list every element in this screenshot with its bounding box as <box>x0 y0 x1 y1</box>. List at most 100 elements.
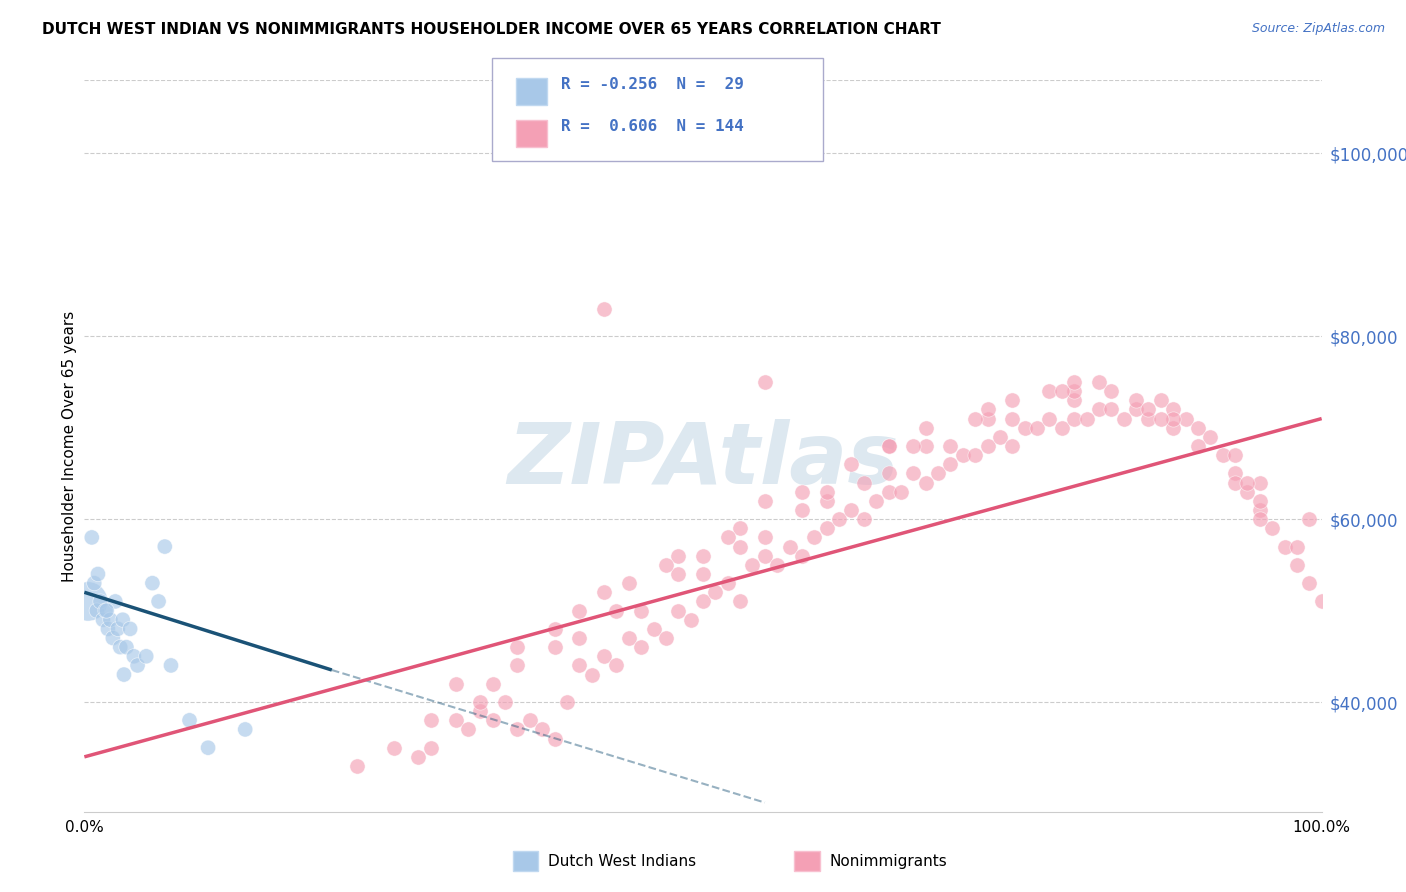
Point <box>1310 594 1333 608</box>
Point <box>543 640 565 655</box>
Point <box>988 430 1011 444</box>
Point <box>593 301 616 316</box>
Point <box>382 740 405 755</box>
Point <box>87 567 110 582</box>
Point <box>903 467 925 481</box>
Point <box>1038 411 1060 425</box>
Point <box>115 640 138 655</box>
Point <box>1099 402 1122 417</box>
Point <box>179 714 201 728</box>
Point <box>655 631 678 645</box>
Point <box>1063 375 1085 389</box>
Point <box>419 740 441 755</box>
Point <box>160 658 183 673</box>
Point <box>1063 411 1085 425</box>
Point <box>692 549 714 563</box>
Point <box>593 585 616 599</box>
Point <box>444 676 467 690</box>
Point <box>1076 411 1098 425</box>
Point <box>779 540 801 554</box>
Point <box>481 676 503 690</box>
Point <box>1174 411 1197 425</box>
Text: Source: ZipAtlas.com: Source: ZipAtlas.com <box>1251 22 1385 36</box>
Point <box>89 594 111 608</box>
Point <box>1112 411 1135 425</box>
Point <box>754 375 776 389</box>
Point <box>728 521 751 535</box>
Point <box>617 576 640 591</box>
Point <box>112 667 135 681</box>
Point <box>841 458 863 472</box>
Point <box>630 604 652 618</box>
Point <box>86 604 108 618</box>
Point <box>605 604 627 618</box>
Point <box>1187 421 1209 435</box>
Point <box>666 549 689 563</box>
Point <box>104 594 127 608</box>
Point <box>605 658 627 673</box>
Point <box>1249 475 1271 490</box>
Point <box>506 640 529 655</box>
Point <box>717 530 740 544</box>
Point <box>754 549 776 563</box>
Text: DUTCH WEST INDIAN VS NONIMMIGRANTS HOUSEHOLDER INCOME OVER 65 YEARS CORRELATION : DUTCH WEST INDIAN VS NONIMMIGRANTS HOUSE… <box>42 22 941 37</box>
Point <box>666 604 689 618</box>
Point <box>865 494 887 508</box>
Point <box>1298 576 1320 591</box>
Point <box>1261 521 1284 535</box>
Point <box>444 714 467 728</box>
Point <box>630 640 652 655</box>
Point <box>890 484 912 499</box>
Point <box>754 530 776 544</box>
Point <box>408 749 430 764</box>
Text: Nonimmigrants: Nonimmigrants <box>830 854 948 869</box>
Point <box>470 704 492 718</box>
Point <box>1150 411 1173 425</box>
Text: R =  0.606  N = 144: R = 0.606 N = 144 <box>561 120 744 134</box>
Point <box>852 512 875 526</box>
Point <box>1161 421 1184 435</box>
Text: R = -0.256  N =  29: R = -0.256 N = 29 <box>561 78 744 92</box>
Point <box>828 512 851 526</box>
Point <box>80 530 103 544</box>
Point <box>1285 558 1308 572</box>
Point <box>457 723 479 737</box>
Point <box>1161 411 1184 425</box>
Point <box>1063 393 1085 408</box>
Y-axis label: Householder Income Over 65 years: Householder Income Over 65 years <box>62 310 77 582</box>
Point <box>1050 421 1073 435</box>
Point <box>976 439 998 453</box>
Point <box>346 759 368 773</box>
Point <box>568 658 591 673</box>
Point <box>666 567 689 582</box>
Point <box>1026 421 1049 435</box>
Point <box>1249 494 1271 508</box>
Point <box>815 494 838 508</box>
Point <box>1236 484 1258 499</box>
Point <box>94 604 117 618</box>
Point <box>679 613 702 627</box>
Point <box>1150 393 1173 408</box>
Point <box>543 731 565 746</box>
Point <box>1125 402 1147 417</box>
Point <box>494 695 516 709</box>
Point <box>914 439 936 453</box>
Point <box>1001 439 1024 453</box>
Point <box>976 402 998 417</box>
Point <box>617 631 640 645</box>
Point <box>77 594 100 608</box>
Point <box>111 613 134 627</box>
Point <box>543 622 565 636</box>
Point <box>1236 475 1258 490</box>
Text: ZIPAtlas: ZIPAtlas <box>508 419 898 502</box>
Point <box>717 576 740 591</box>
Point <box>877 484 900 499</box>
Point <box>568 604 591 618</box>
Point <box>148 594 170 608</box>
Point <box>914 421 936 435</box>
Point <box>728 540 751 554</box>
Text: Dutch West Indians: Dutch West Indians <box>548 854 696 869</box>
Point <box>519 714 541 728</box>
Point <box>1137 411 1160 425</box>
Point <box>568 631 591 645</box>
